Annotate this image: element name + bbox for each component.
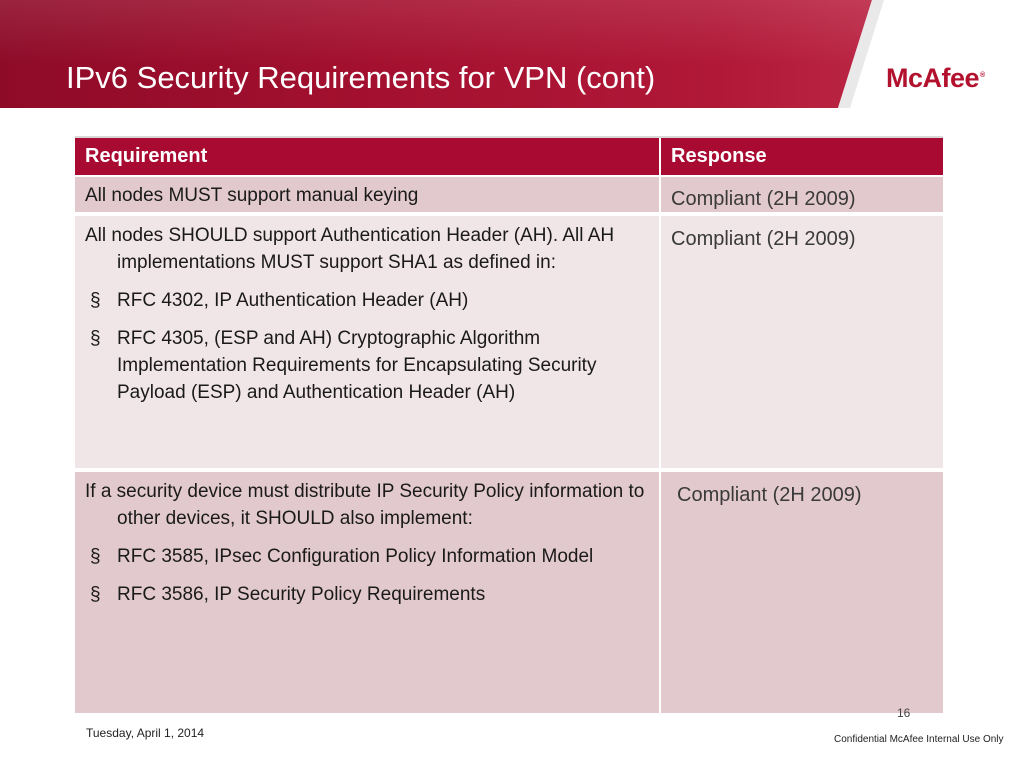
requirement-text: All nodes SHOULD support Authentication … [85, 225, 615, 273]
bullet-icon: § [90, 328, 101, 349]
header-requirement: Requirement [75, 138, 661, 175]
list-item: § RFC 4302, IP Authentication Header (AH… [85, 287, 649, 314]
bullet-icon: § [90, 290, 101, 311]
list-item: § RFC 3585, IPsec Configuration Policy I… [85, 543, 649, 570]
response-cell: Compliant (2H 2009) [671, 228, 856, 250]
table-row: If a security device must distribute IP … [75, 472, 943, 715]
response-cell: Compliant (2H 2009) [677, 484, 862, 506]
bullet-text: RFC 3585, IPsec Configuration Policy Inf… [117, 546, 594, 567]
requirement-text: All nodes MUST support manual keying [85, 185, 419, 206]
header-band [0, 0, 872, 108]
requirements-table: Requirement Response All nodes MUST supp… [75, 136, 943, 715]
logo-text: McAfee [886, 63, 980, 93]
mcafee-logo: McAfee® [886, 63, 985, 94]
list-item: § RFC 3586, IP Security Policy Requireme… [85, 581, 649, 608]
table-row: All nodes MUST support manual keying Com… [75, 177, 943, 214]
table-header-row: Requirement Response [75, 138, 943, 175]
footer-date: Tuesday, April 1, 2014 [86, 726, 205, 740]
bullet-text: RFC 4302, IP Authentication Header (AH) [117, 290, 469, 311]
response-cell: Compliant (2H 2009) [671, 188, 856, 210]
requirement-cell: All nodes MUST support manual keying [75, 177, 661, 212]
bullet-icon: § [90, 546, 101, 567]
slide-header: IPv6 Security Requirements for VPN (cont… [0, 0, 1024, 108]
registered-mark: ® [980, 72, 985, 79]
table-row: All nodes SHOULD support Authentication … [75, 216, 943, 470]
list-item: § RFC 4305, (ESP and AH) Cryptographic A… [85, 325, 649, 406]
bullet-icon: § [90, 584, 101, 605]
requirement-cell: All nodes SHOULD support Authentication … [75, 216, 661, 468]
header-response: Response [671, 145, 767, 167]
requirement-text: If a security device must distribute IP … [85, 481, 645, 529]
bullet-text: RFC 3586, IP Security Policy Requirement… [117, 584, 486, 605]
page-number: 16 [897, 706, 911, 720]
requirement-cell: If a security device must distribute IP … [75, 472, 661, 713]
header-highlight [0, 0, 872, 108]
confidentiality-notice: Confidential McAfee Internal Use Only [834, 734, 1004, 745]
slide-title: IPv6 Security Requirements for VPN (cont… [66, 60, 656, 95]
bullet-text: RFC 4305, (ESP and AH) Cryptographic Alg… [117, 328, 597, 403]
